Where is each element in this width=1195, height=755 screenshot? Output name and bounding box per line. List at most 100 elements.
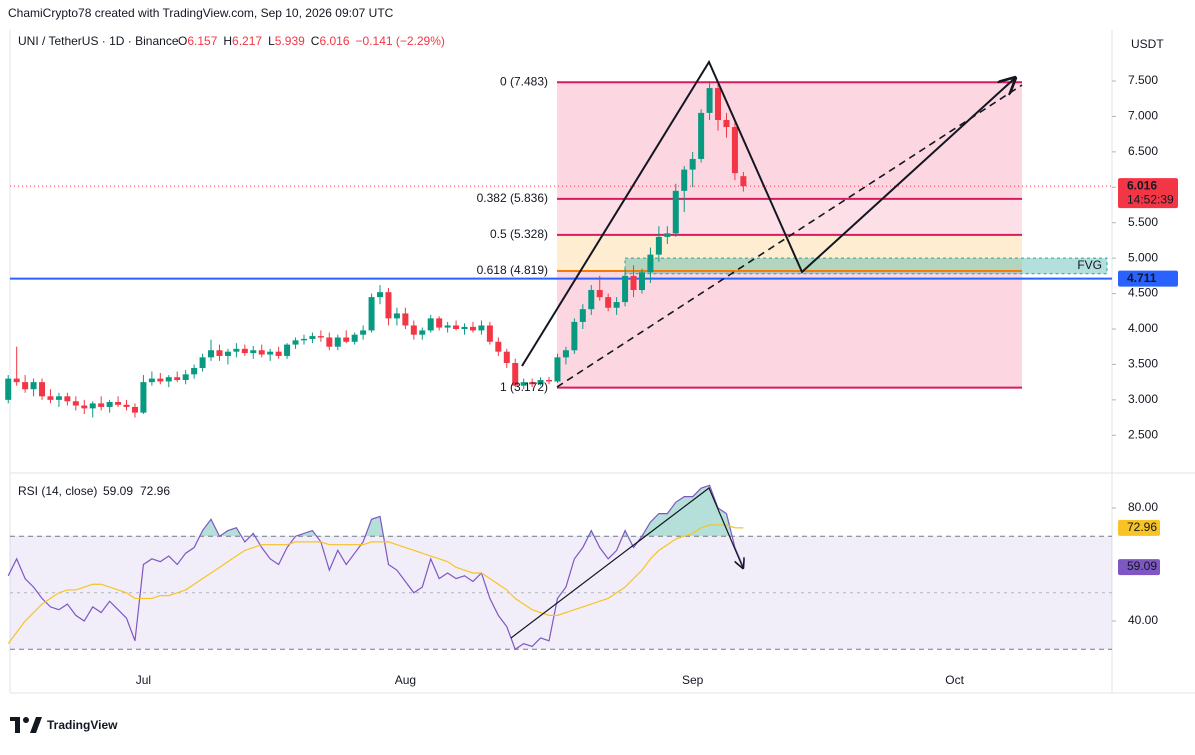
candle-body — [638, 272, 645, 291]
candle-body — [258, 350, 265, 355]
candle-body — [292, 340, 299, 345]
candle-body — [740, 176, 747, 187]
candle-body — [486, 325, 493, 342]
candle-body — [731, 127, 738, 174]
candle-body — [115, 401, 122, 405]
symbol: UNI / TetherUS · 1D · Binance — [18, 34, 179, 48]
candle-body — [123, 404, 130, 407]
price-badge — [1118, 270, 1178, 287]
candle-body — [402, 313, 409, 326]
fib-zone — [557, 198, 1022, 235]
candle-body — [224, 351, 231, 356]
y-tick-label: 6.500 — [1128, 144, 1158, 158]
candle-body — [596, 290, 603, 298]
candle-body — [89, 403, 96, 409]
candle-body — [579, 309, 586, 322]
candle-body — [419, 330, 426, 335]
background-layer — [10, 80, 1116, 650]
marks-layer — [5, 81, 1112, 651]
fib-zone — [557, 82, 1022, 199]
pane-title: RSI (14, close) — [18, 484, 97, 498]
candle-body — [512, 363, 519, 386]
value-badge — [1118, 559, 1160, 576]
candle-body — [469, 326, 476, 331]
candle-body — [360, 330, 367, 335]
ohlc-value: 6.016 — [319, 34, 349, 48]
candle-body — [47, 396, 54, 400]
candle-body — [706, 88, 713, 113]
ohlc-change: −0.141 (−2.29%) — [356, 34, 445, 48]
labels-layer: Jul Aug Sep Oct 2.500 3.000 3.500 4.000 4.500 5.0… — [18, 73, 1178, 687]
candle-body — [410, 325, 417, 335]
candle-body — [182, 374, 189, 381]
candle-body — [698, 112, 705, 159]
fib-zone — [557, 270, 1022, 388]
ohlc-key: H — [223, 34, 232, 48]
logo-part — [23, 717, 29, 723]
x-tick-label: Aug — [395, 673, 416, 687]
y-tick-label: 3.500 — [1128, 357, 1158, 371]
candle-body — [613, 302, 620, 308]
fib-label: 1 (3.172) — [500, 380, 548, 394]
brand-logo — [10, 717, 42, 733]
candle-body — [22, 382, 29, 390]
x-tick-label: Jul — [136, 673, 151, 687]
candle-body — [267, 351, 274, 355]
candle-body — [334, 337, 341, 347]
y-tick-label: 7.500 — [1128, 73, 1158, 87]
candle-body — [715, 88, 722, 120]
ohlc-key: L — [268, 34, 275, 48]
fib-label: 0.382 (5.836) — [477, 191, 548, 205]
candle-body — [157, 378, 164, 382]
fvg-zone — [624, 257, 1108, 275]
candle-body — [377, 292, 384, 298]
fib-label: 0.618 (4.819) — [477, 263, 548, 277]
currency: USDT — [1131, 37, 1164, 51]
candle-body — [174, 377, 181, 381]
price-badge-sublabel: 14:52:39 — [1127, 192, 1174, 206]
candle-body — [5, 378, 12, 400]
ohlc-value: 5.939 — [275, 34, 305, 48]
candle-body — [199, 357, 206, 368]
candle-body — [562, 350, 569, 358]
y-tick-label: 5.000 — [1128, 250, 1158, 264]
candle-body — [233, 348, 240, 352]
candle-body — [55, 396, 62, 400]
candle-body — [571, 321, 578, 351]
ohlc-key: C — [311, 34, 320, 48]
candle-body — [681, 169, 688, 191]
candle-body — [622, 275, 629, 303]
ohlc: O6.157 H6.217 L5.939 C6.016 −0.141 (−2.29%) — [178, 34, 445, 48]
legend-value: 59.09 — [103, 484, 133, 498]
y-tick-label: 5.500 — [1128, 215, 1158, 229]
candle-body — [300, 338, 307, 341]
candle-body — [520, 382, 527, 386]
y-tick-label: 4.500 — [1128, 286, 1158, 300]
candle-body — [284, 344, 291, 356]
fib-label: 0 (7.483) — [500, 74, 548, 88]
candle-body — [106, 401, 113, 407]
rsi-overbought-fill — [10, 485, 744, 537]
candle-body — [140, 382, 147, 413]
rsi-ma-line — [7, 524, 744, 645]
candle-body — [148, 378, 155, 383]
candle-body — [64, 396, 71, 402]
candle-body — [368, 297, 375, 331]
logo-part — [15, 717, 20, 733]
candle-body — [537, 380, 544, 385]
candle-body — [208, 350, 215, 358]
candle-body — [191, 367, 198, 375]
candle-body — [630, 275, 637, 291]
value-badge-label: 72.96 — [1127, 520, 1157, 534]
value-badge — [1118, 519, 1160, 536]
candle-body — [723, 119, 730, 128]
price-badge-label: 6.016 — [1127, 178, 1157, 192]
candle-body — [689, 158, 696, 170]
zigzag-drawing — [521, 59, 1015, 367]
logo-part — [30, 717, 42, 733]
ohlc-key: O — [178, 34, 187, 48]
candle-body — [436, 318, 443, 328]
candle-body — [503, 351, 510, 364]
